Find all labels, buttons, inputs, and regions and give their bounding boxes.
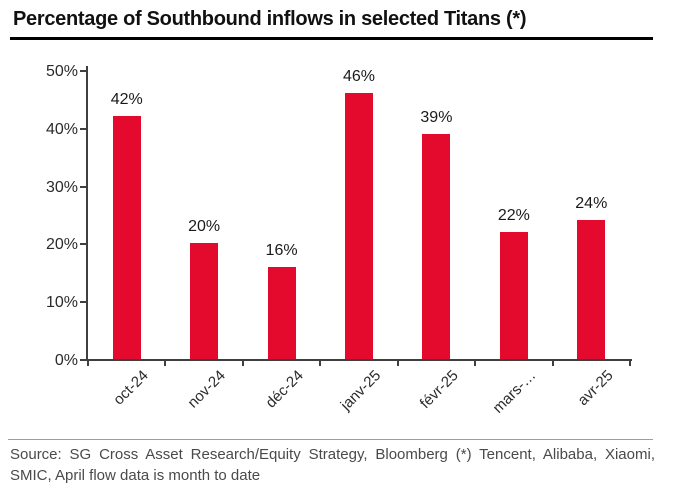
x-axis-category-label: avr-25 <box>574 367 617 410</box>
x-axis-tick <box>629 361 631 366</box>
chart-bar <box>577 220 606 359</box>
x-axis-category-label: janv-25 <box>337 367 385 414</box>
y-axis-line <box>86 66 88 361</box>
bar-value-label: 16% <box>265 241 298 259</box>
x-axis-category-label: déc-24 <box>262 367 307 412</box>
source-note: Source: SG Cross Asset Research/Equity S… <box>10 446 655 484</box>
bar-value-label: 39% <box>420 108 453 126</box>
chart-bar <box>345 93 373 359</box>
x-axis-tick <box>319 361 322 366</box>
y-axis-tick-label: 40% <box>45 120 78 138</box>
chart-bar <box>190 243 219 359</box>
x-axis-tick <box>87 361 89 366</box>
bar-value-label: 22% <box>497 206 530 224</box>
y-axis-tick-label: 20% <box>45 236 78 254</box>
bar-value-label: 42% <box>110 91 143 109</box>
y-axis-tick <box>80 243 86 246</box>
x-axis-category-label: nov-24 <box>184 367 230 412</box>
y-axis-tick <box>80 185 86 188</box>
y-axis-tick-label: 0% <box>54 352 78 369</box>
x-axis-tick <box>164 361 167 366</box>
x-axis-tick <box>474 361 477 366</box>
title-underline <box>10 37 653 40</box>
x-axis-tick <box>551 361 554 366</box>
x-axis-line <box>86 359 632 361</box>
chart-bar <box>499 231 528 359</box>
x-axis-tick <box>241 361 244 366</box>
y-axis-tick <box>80 359 86 361</box>
chart-bar <box>267 266 296 359</box>
x-axis-category-label: oct-24 <box>110 367 152 409</box>
bar-value-label: 24% <box>575 195 608 213</box>
y-axis-tick-label: 10% <box>45 294 78 312</box>
y-axis-tick-label: 50% <box>45 63 78 80</box>
x-axis-tick <box>396 361 399 366</box>
chart-bar <box>112 116 141 359</box>
bar-value-label: 46% <box>342 68 376 86</box>
chart-title: Percentage of Southbound inflows in sele… <box>13 8 527 30</box>
y-axis-tick <box>80 301 86 304</box>
footer-divider <box>8 439 653 440</box>
bar-value-label: 20% <box>188 218 221 236</box>
x-axis-category-label: mars-… <box>489 367 539 417</box>
y-axis-tick-label: 30% <box>45 178 78 196</box>
y-axis-tick <box>80 70 86 72</box>
y-axis-tick <box>80 127 86 130</box>
x-axis-category-label: févr-25 <box>416 367 462 413</box>
chart-bar <box>422 133 451 359</box>
